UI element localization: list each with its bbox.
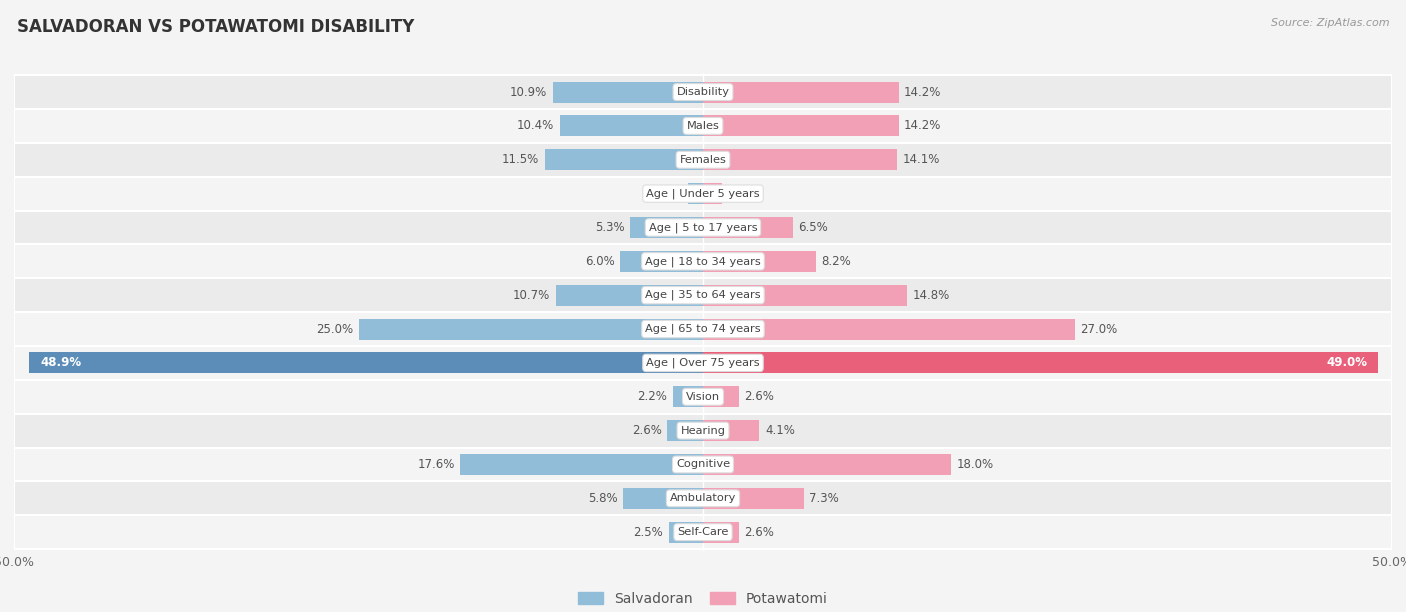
Text: 49.0%: 49.0% [1326, 356, 1367, 370]
Text: SALVADORAN VS POTAWATOMI DISABILITY: SALVADORAN VS POTAWATOMI DISABILITY [17, 18, 415, 36]
Bar [672, 386, 703, 407]
Text: 14.2%: 14.2% [904, 119, 942, 132]
Text: 6.5%: 6.5% [799, 221, 828, 234]
Bar [560, 116, 703, 136]
Bar [688, 183, 703, 204]
Bar [14, 414, 1392, 447]
Bar [668, 420, 703, 441]
Bar [14, 312, 1392, 346]
Bar [14, 211, 1392, 244]
Text: Age | Over 75 years: Age | Over 75 years [647, 357, 759, 368]
Text: Age | 35 to 64 years: Age | 35 to 64 years [645, 290, 761, 300]
Bar [703, 183, 723, 204]
Bar [14, 482, 1392, 515]
Bar [703, 454, 950, 475]
Text: 10.4%: 10.4% [517, 119, 554, 132]
Bar [553, 81, 703, 103]
Text: Age | 65 to 74 years: Age | 65 to 74 years [645, 324, 761, 334]
Text: 2.2%: 2.2% [637, 390, 668, 403]
Text: 5.3%: 5.3% [595, 221, 624, 234]
Text: 48.9%: 48.9% [41, 356, 82, 370]
Bar [630, 217, 703, 238]
Text: Source: ZipAtlas.com: Source: ZipAtlas.com [1271, 18, 1389, 28]
Bar [14, 244, 1392, 278]
Text: Cognitive: Cognitive [676, 460, 730, 469]
Bar [14, 143, 1392, 177]
Text: 14.2%: 14.2% [904, 86, 942, 99]
Text: 2.5%: 2.5% [633, 526, 664, 539]
Text: 2.6%: 2.6% [744, 390, 775, 403]
Text: Self-Care: Self-Care [678, 527, 728, 537]
Text: 14.1%: 14.1% [903, 153, 941, 166]
Bar [620, 251, 703, 272]
Text: 17.6%: 17.6% [418, 458, 456, 471]
Bar [544, 149, 703, 170]
Bar [703, 319, 1076, 340]
Text: 1.4%: 1.4% [728, 187, 758, 200]
Bar [30, 353, 703, 373]
Text: 2.6%: 2.6% [631, 424, 662, 437]
Text: 14.8%: 14.8% [912, 289, 949, 302]
Text: 1.1%: 1.1% [652, 187, 682, 200]
Text: 27.0%: 27.0% [1081, 323, 1118, 335]
Bar [703, 217, 793, 238]
Bar [703, 488, 804, 509]
Bar [14, 109, 1392, 143]
Bar [14, 346, 1392, 380]
Bar [703, 251, 815, 272]
Text: Age | Under 5 years: Age | Under 5 years [647, 188, 759, 199]
Bar [703, 420, 759, 441]
Bar [461, 454, 703, 475]
Text: 11.5%: 11.5% [502, 153, 538, 166]
Text: 7.3%: 7.3% [808, 492, 839, 505]
Bar [555, 285, 703, 305]
Text: Hearing: Hearing [681, 425, 725, 436]
Bar [703, 521, 738, 543]
Text: Disability: Disability [676, 87, 730, 97]
Text: Vision: Vision [686, 392, 720, 401]
Text: 8.2%: 8.2% [821, 255, 851, 268]
Text: 5.8%: 5.8% [588, 492, 617, 505]
Text: 25.0%: 25.0% [316, 323, 353, 335]
Bar [359, 319, 703, 340]
Bar [14, 177, 1392, 211]
Bar [703, 149, 897, 170]
Text: Ambulatory: Ambulatory [669, 493, 737, 503]
Bar [703, 353, 1378, 373]
Text: 2.6%: 2.6% [744, 526, 775, 539]
Bar [669, 521, 703, 543]
Bar [623, 488, 703, 509]
Text: 18.0%: 18.0% [956, 458, 994, 471]
Bar [14, 278, 1392, 312]
Bar [703, 285, 907, 305]
Bar [703, 116, 898, 136]
Bar [14, 447, 1392, 482]
Bar [703, 386, 738, 407]
Bar [14, 515, 1392, 549]
Text: 10.7%: 10.7% [513, 289, 550, 302]
Text: Age | 5 to 17 years: Age | 5 to 17 years [648, 222, 758, 233]
Text: Females: Females [679, 155, 727, 165]
Text: Age | 18 to 34 years: Age | 18 to 34 years [645, 256, 761, 267]
Text: 10.9%: 10.9% [510, 86, 547, 99]
Text: Males: Males [686, 121, 720, 131]
Bar [703, 81, 898, 103]
Bar [14, 75, 1392, 109]
Legend: Salvadoran, Potawatomi: Salvadoran, Potawatomi [578, 592, 828, 606]
Bar [14, 380, 1392, 414]
Text: 6.0%: 6.0% [585, 255, 614, 268]
Text: 4.1%: 4.1% [765, 424, 794, 437]
